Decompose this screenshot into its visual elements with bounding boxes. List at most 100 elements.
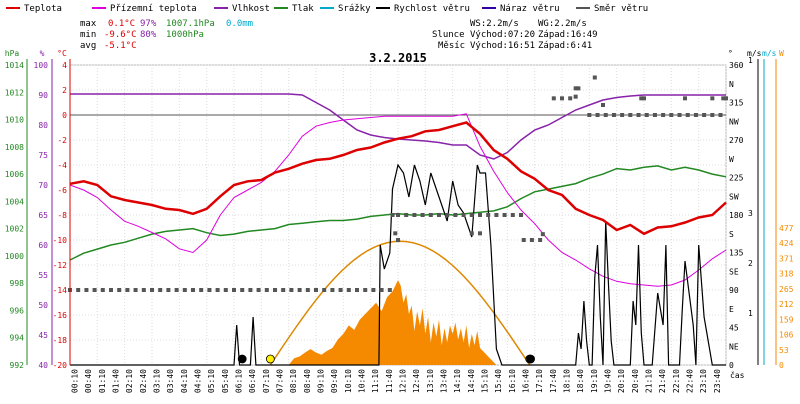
hpa-tick-label: 1014	[5, 61, 24, 70]
wind-direction-point	[669, 113, 674, 117]
dir-tick-label: SE	[729, 267, 739, 276]
time-tick-label: 22:40	[686, 369, 695, 393]
stat-min-label: min	[80, 30, 96, 40]
hpa-tick-label: 994	[10, 334, 25, 343]
info-sunrise: Východ:07:20	[470, 30, 535, 40]
dir-tick-label: E	[729, 305, 734, 314]
time-tick-label: 09:40	[330, 369, 339, 393]
pct-tick-label: 80	[38, 121, 48, 130]
temp-tick-label: 4	[62, 61, 67, 70]
wind-direction-point	[240, 288, 245, 292]
wind-direction-point	[100, 288, 105, 292]
wind-direction-point	[92, 288, 97, 292]
wind-direction-point	[529, 238, 534, 242]
wind-direction-point	[721, 96, 726, 101]
temp-tick-label: -2	[57, 136, 67, 145]
time-tick-label: 02:10	[125, 369, 134, 393]
pct-tick-label: 100	[34, 61, 49, 70]
wind-direction-point	[718, 113, 723, 117]
w-unit: W	[779, 49, 784, 58]
time-tick-label: 05:40	[221, 369, 230, 393]
pct-tick-label: 70	[38, 181, 48, 190]
time-tick-label: 07:10	[262, 369, 271, 393]
ms-tick-label: 3	[748, 209, 753, 218]
hpa-unit: hPa	[5, 49, 20, 58]
w-tick-label: 318	[779, 270, 794, 279]
wind-direction-point	[661, 113, 666, 117]
wind-direction-point	[133, 288, 138, 292]
wind-direction-point	[314, 288, 318, 292]
time-tick-label: 02:40	[139, 369, 148, 393]
time-tick-label: 03:10	[153, 369, 162, 393]
wind-direction-point	[636, 113, 641, 117]
legend-item: Směr větru	[594, 4, 648, 14]
pct-unit: %	[40, 49, 45, 58]
wind-direction-point	[639, 96, 644, 101]
wind-direction-point	[281, 288, 286, 292]
wind-direction-point	[519, 213, 523, 217]
wind-direction-point	[693, 113, 698, 117]
hpa-tick-label: 996	[10, 306, 25, 315]
wind-direction-point	[551, 96, 556, 101]
dir-unit: °	[728, 49, 733, 58]
wind-direction-point	[478, 213, 482, 217]
wind-direction-point	[141, 288, 146, 292]
info-moonset: Západ:6:41	[538, 41, 592, 51]
temp-tick-label: -20	[53, 361, 68, 370]
temp-tick-label: 2	[62, 86, 67, 95]
wind-direction-point	[642, 96, 646, 101]
wind-direction-point	[494, 213, 499, 217]
time-tick-label: 14:40	[467, 369, 476, 393]
moon-marker	[526, 354, 535, 364]
legend-item: Tlak	[292, 4, 314, 14]
legend-item: Vlhkost	[232, 4, 270, 14]
temperature-line	[69, 121, 727, 236]
chart-title: 3.2.2015	[369, 51, 427, 65]
wind-direction-point	[76, 288, 81, 292]
time-tick-label: 19:40	[604, 369, 613, 393]
w-tick-label: 371	[779, 254, 794, 263]
info-moonrise: Východ:16:51	[470, 41, 535, 51]
dir-tick-label: SW	[729, 192, 739, 201]
solar-radiation-area	[288, 280, 497, 365]
grid	[69, 64, 727, 366]
legend-item: Srážky	[338, 4, 371, 14]
time-tick-label: 00:40	[84, 369, 93, 393]
area-layer	[269, 240, 531, 366]
wind-direction-point	[199, 288, 204, 292]
dir-tick-label: W	[729, 155, 734, 164]
stat-max-temp: 0.1°C	[108, 19, 135, 29]
wind-direction-point	[355, 288, 359, 292]
time-tick-label: 04:10	[180, 369, 189, 393]
hpa-tick-label: 1010	[5, 116, 24, 125]
time-tick-label: 07:40	[276, 369, 285, 393]
time-tick-label: 22:10	[672, 369, 681, 393]
wind-direction-point	[232, 288, 236, 292]
time-tick-label: 20:10	[617, 369, 626, 393]
wind-direction-point	[174, 288, 179, 292]
stat-max-hum: 97%	[140, 19, 157, 29]
wind-direction-point	[182, 288, 187, 292]
temp-tick-label: -18	[53, 336, 68, 345]
hpa-tick-label: 1002	[5, 225, 24, 234]
wind-direction-point	[486, 213, 491, 217]
wind-direction-point	[576, 86, 581, 91]
time-tick-label: 06:40	[248, 369, 257, 393]
dir-tick-label: NW	[729, 117, 739, 126]
wind-direction-point	[207, 288, 212, 292]
pct-tick-label: 75	[38, 151, 48, 160]
time-tick-label: 17:10	[535, 369, 544, 393]
w-tick-label: 212	[779, 300, 794, 309]
pct-tick-label: 65	[38, 211, 48, 220]
wind-direction-point	[363, 288, 368, 292]
dir-tick-label: 225	[729, 174, 744, 183]
wind-direction-point	[453, 213, 458, 217]
stat-min-press: 1000hPa	[166, 30, 204, 40]
wind-direction-point	[166, 288, 171, 292]
dir-tick-label: 180	[729, 211, 744, 220]
hpa-tick-label: 1006	[5, 170, 24, 179]
dir-tick-label: 0	[729, 361, 734, 370]
wind-direction-point	[158, 288, 163, 292]
dir-tick-label: N	[729, 80, 734, 89]
